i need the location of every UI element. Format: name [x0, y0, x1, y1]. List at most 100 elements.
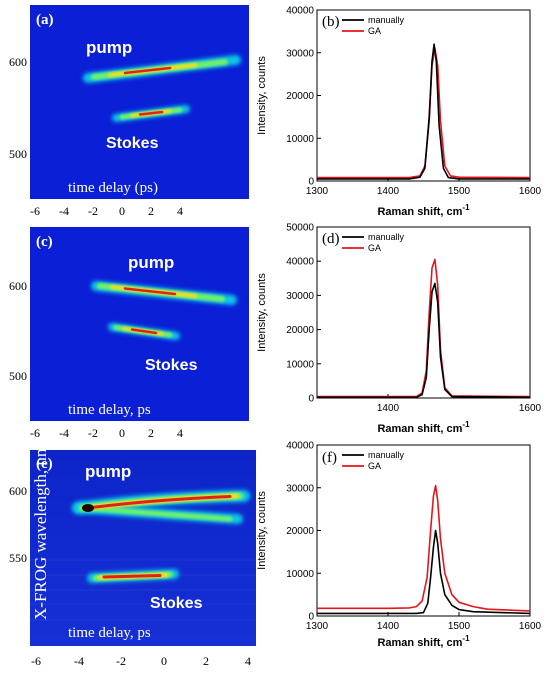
- ytick-label: 10000: [286, 134, 314, 145]
- frog-c-xtick: 2: [148, 426, 154, 440]
- y-axis-label: Intensity, counts: [256, 273, 268, 352]
- frog-a-xtick: 2: [148, 204, 154, 218]
- legend-entry: GA: [368, 461, 381, 471]
- frog-e-stokes-label: Stokes: [150, 595, 203, 612]
- panel-label: (d): [322, 231, 340, 247]
- xtick-label: 1400: [377, 403, 400, 414]
- legend-entry: manually: [368, 232, 405, 242]
- ytick-label: 40000: [286, 441, 314, 452]
- frog-c-pump-label: pump: [128, 253, 174, 272]
- frog-e-ytick-600: 600: [9, 484, 27, 498]
- frog-panel-e: (e) pump Stokes time delay, ps 600 550 -…: [9, 450, 256, 668]
- frog-c-xtick: -4: [59, 426, 69, 440]
- x-axis-label: Raman shift, cm-1: [377, 420, 470, 435]
- ytick-label: 20000: [286, 91, 314, 102]
- frog-e-xtick: -2: [116, 654, 126, 668]
- frog-c-xticks: -6 -4 -2 0 2 4: [30, 426, 183, 440]
- frog-c-xtick: 4: [177, 426, 183, 440]
- series-line-ga: [317, 258, 531, 398]
- frog-e-ytick-550: 550: [9, 551, 27, 565]
- ytick-label: 10000: [286, 359, 314, 370]
- frog-e-time-label: time delay, ps: [68, 625, 151, 641]
- frog-a-yticks: 600 500: [9, 55, 27, 161]
- frog-e-noise-lines: [30, 559, 256, 621]
- frog-a-xtick: -4: [59, 204, 69, 218]
- frog-e-yticks: 600 550: [9, 484, 27, 565]
- ytick-label: 40000: [286, 6, 314, 17]
- frog-panel-a: (a) pump Stokes time delay (ps) 600 500 …: [9, 5, 249, 218]
- frog-a-pump-trace: [83, 55, 241, 83]
- xtick-label: 1400: [377, 621, 400, 632]
- ytick-label: 30000: [286, 48, 314, 59]
- legend-entry: manually: [368, 450, 405, 460]
- frog-c-xtick: -2: [88, 426, 98, 440]
- frog-a-ytick-600: 600: [9, 55, 27, 69]
- y-axis-label: Intensity, counts: [256, 491, 268, 570]
- frog-a-xtick: -2: [88, 204, 98, 218]
- frog-c-ytick-500: 500: [9, 369, 27, 383]
- frog-a-background: [30, 5, 249, 199]
- frog-panel-c: (c) pump Stokes time delay, ps 600 500 -…: [9, 227, 249, 440]
- xtick-label: 1400: [377, 186, 400, 197]
- frog-a-ytick-500: 500: [9, 147, 27, 161]
- frog-c-xtick: 0: [119, 426, 125, 440]
- plot-frame: [316, 9, 531, 182]
- frog-e-pump-trace: [72, 490, 250, 524]
- frog-c-stokes-label: Stokes: [145, 357, 198, 374]
- ytick-label: 50000: [286, 223, 314, 234]
- ytick-label: 40000: [286, 257, 314, 268]
- x-axis-label-superscript: -1: [462, 420, 470, 429]
- x-axis-label: Raman shift, cm-1: [377, 634, 470, 649]
- plot-frame: [316, 444, 531, 617]
- ytick-label: 20000: [286, 526, 314, 537]
- frog-e-xticks: -6 -4 -2 0 2 4: [31, 654, 251, 668]
- frog-c-background: [30, 227, 249, 421]
- frog-e-xtick: -6: [31, 654, 41, 668]
- frog-e-xtick: -4: [74, 654, 84, 668]
- xtick-label: 1500: [448, 186, 471, 197]
- frog-a-label: (a): [36, 12, 54, 28]
- y-axis-label: Intensity, counts: [256, 56, 268, 135]
- xtick-label: 1600: [519, 403, 542, 414]
- frog-e-xtick: 4: [245, 654, 251, 668]
- xtick-label: 1600: [519, 186, 542, 197]
- frog-c-pump-trace: [91, 281, 237, 305]
- ytick-label: 20000: [286, 325, 314, 336]
- ytick-label: 30000: [286, 291, 314, 302]
- frog-c-yticks: 600 500: [9, 279, 27, 383]
- frog-a-stokes-label: Stokes: [106, 135, 159, 152]
- frog-a-stokes-trace: [112, 105, 190, 122]
- panel-label: (b): [322, 14, 340, 30]
- raman-chart-f: 0 10000 20000 30000 40000 1300 1400 1500 1600 Int…: [256, 441, 542, 650]
- panel-label: (f): [322, 450, 337, 466]
- frog-a-xtick: 4: [177, 204, 183, 218]
- frog-e-xtick: 2: [203, 654, 209, 668]
- frog-e-stokes-trace: [87, 569, 179, 583]
- frog-c-time-label: time delay, ps: [68, 402, 151, 418]
- x-axis-label-superscript: -1: [462, 634, 470, 643]
- legend-entry: manually: [368, 15, 405, 25]
- ytick-label: 0: [308, 394, 314, 405]
- series-line-ga: [317, 484, 531, 612]
- frog-shared-ylabel: X-FROG wavelength, nm: [31, 444, 50, 620]
- plot-frame: [316, 226, 531, 399]
- series-line-manually: [317, 282, 531, 399]
- xtick-label: 1500: [448, 621, 471, 632]
- frog-a-xtick: 0: [119, 204, 125, 218]
- frog-c-stokes-trace: [108, 323, 180, 340]
- xtick-label: 1300: [306, 621, 329, 632]
- frog-c-ytick-600: 600: [9, 279, 27, 293]
- ytick-label: 10000: [286, 569, 314, 580]
- x-axis-label-superscript: -1: [462, 203, 470, 212]
- legend-entry: GA: [368, 26, 381, 36]
- frog-e-label: (e): [36, 456, 53, 472]
- xtick-label: 1300: [306, 186, 329, 197]
- ytick-label: 0: [308, 612, 314, 623]
- ytick-label: 0: [308, 177, 314, 188]
- frog-c-xtick: -6: [30, 426, 40, 440]
- frog-e-background: [30, 450, 256, 646]
- x-axis-label: Raman shift, cm-1: [377, 203, 470, 218]
- series-line-manually: [317, 43, 530, 180]
- legend-entry: GA: [368, 243, 381, 253]
